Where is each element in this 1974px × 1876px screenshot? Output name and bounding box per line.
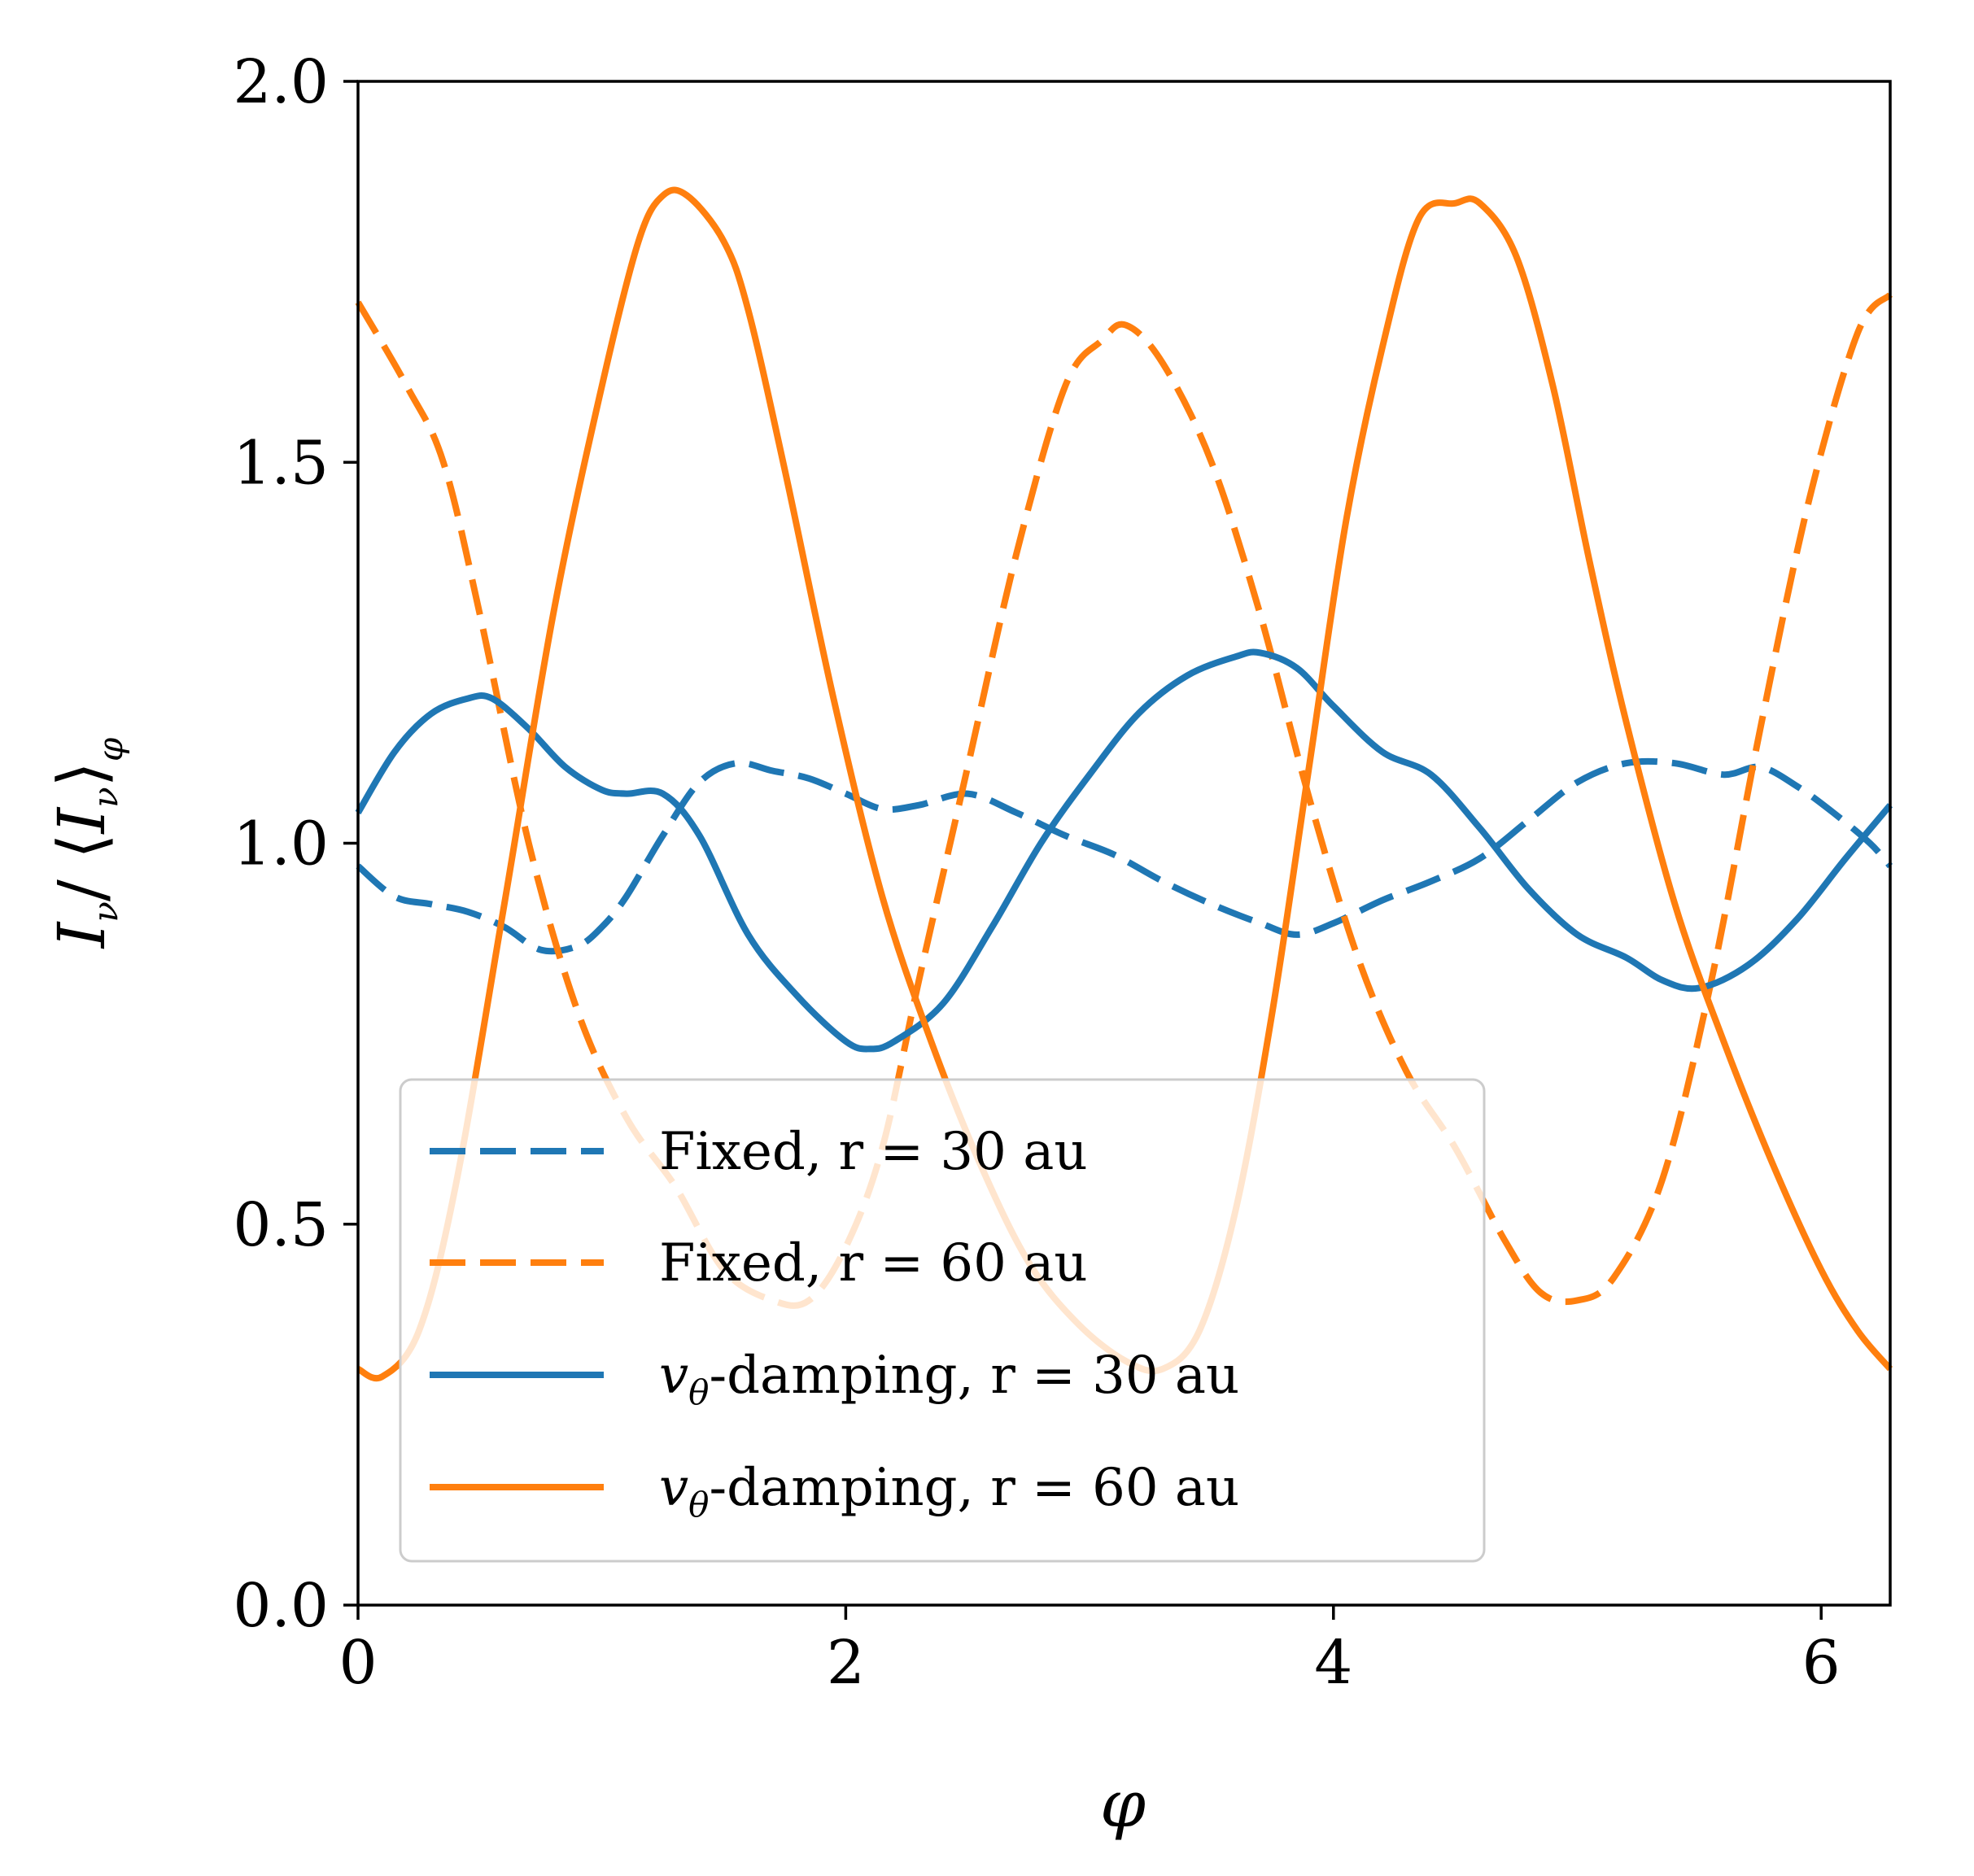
y-tick-label: 1.5 [233,428,329,498]
legend-frame [399,1078,1486,1563]
legend: Fixed, r = 30 au Fixed, r = 60 au vθ-dampi… [399,1078,1486,1563]
svg-text:Iν/ ⟨Iν⟩φ: Iν/ ⟨Iν⟩φ [44,737,130,949]
series-line-2 [355,292,1893,1309]
legend-label-3: vθ-damping, r = 30 au [659,1346,1239,1412]
x-axis-label: φ [1100,1766,1146,1842]
legend-label-1: Fixed, r = 30 au [659,1122,1088,1182]
series-line-1 [356,757,1893,955]
axes: 0 2 4 6 0.0 0.5 1.0 1.5 2.0 [233,47,1840,1698]
x-tick-label: 6 [1802,1628,1841,1698]
series-line-3 [355,648,1893,1053]
y-tick-label: 0.0 [233,1571,329,1641]
legend-label-2: Fixed, r = 60 au [659,1233,1088,1294]
y-axis-label: Iν/ ⟨Iν⟩φ [44,737,130,949]
x-tick-label: 0 [338,1628,377,1698]
legend-label-4: vθ-damping, r = 60 au [659,1458,1239,1525]
y-tick-label: 2.0 [233,47,329,117]
x-tick-label: 2 [827,1628,865,1698]
y-tick-label: 1.0 [233,809,329,879]
y-tick-label: 0.5 [233,1190,329,1260]
x-tick-label: 4 [1314,1628,1352,1698]
